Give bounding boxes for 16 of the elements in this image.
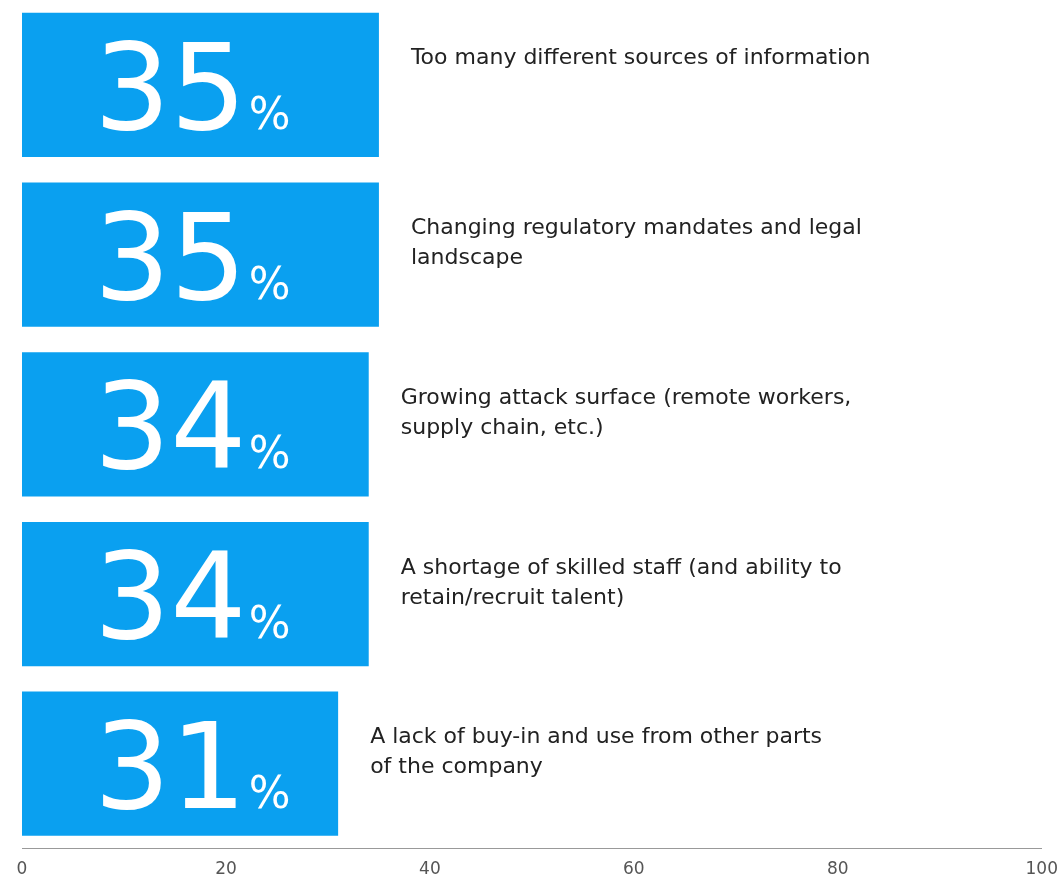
- y-tick-label: Too many different sources of information: [409, 44, 871, 70]
- data-label: 35%: [94, 17, 291, 157]
- data-label: 35%: [94, 187, 291, 327]
- x-tick-label: 20: [215, 858, 237, 879]
- y-tick-label: Growing attack surface (remote workers, supply chain, etc.): [400, 383, 852, 439]
- y-tick-label: A lack of buy-in and use from other parts of the company: [370, 723, 823, 779]
- x-tick-label: 80: [827, 858, 849, 879]
- x-tick-label: 100: [1025, 858, 1058, 879]
- data-label: 34%: [94, 527, 291, 667]
- x-tick-label: 60: [623, 858, 645, 879]
- y-tick-label: Changing regulatory mandates and legal landscape: [410, 214, 862, 270]
- x-tick-label: 40: [419, 858, 441, 879]
- y-tick-label: A shortage of skilled staff (and ability to retain/recruit talent): [400, 553, 842, 609]
- data-label: 34%: [94, 357, 291, 497]
- x-tick-label: 0: [16, 858, 28, 879]
- data-label: 31%: [94, 696, 291, 836]
